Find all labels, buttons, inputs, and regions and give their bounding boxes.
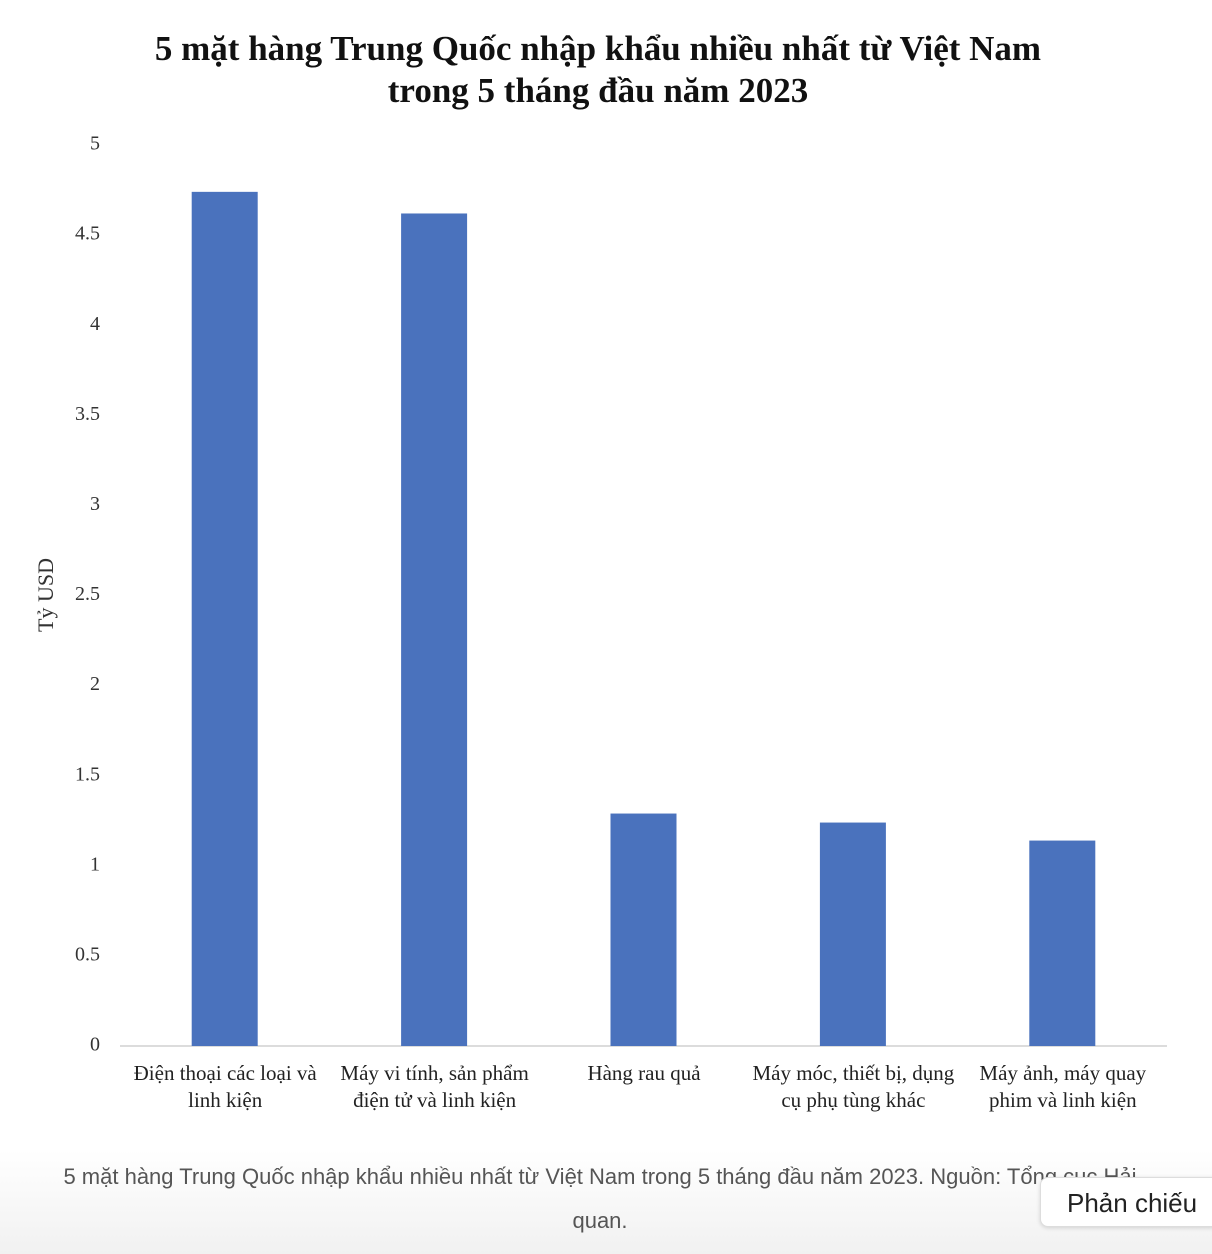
y-tick-label: 3.5: [75, 403, 100, 425]
x-tick-label: Hàng rau quả: [587, 1061, 701, 1085]
y-tick-label: 0: [90, 1034, 100, 1056]
x-tick-label: Máy ảnh, máy quay phim và linh kiện: [979, 1061, 1147, 1112]
y-tick-label: 2.5: [75, 583, 100, 605]
bar: [191, 191, 258, 1047]
y-axis-label: Tỷ USD: [33, 558, 58, 632]
y-tick-label: 2: [90, 673, 100, 695]
chart-title: 5 mặt hàng Trung Quốc nhập khẩu nhiều nh…: [154, 29, 1042, 110]
y-tick-label: 3: [90, 493, 100, 515]
y-tick-label: 1: [90, 853, 100, 875]
x-tick-label: Máy móc, thiết bị, dụng cụ phụ tùng khác: [752, 1061, 955, 1112]
caption: 5 mặt hàng Trung Quốc nhập khẩu nhiều nh…: [63, 1164, 1137, 1233]
caption-area: [0, 1150, 1212, 1254]
y-tick-label: 0.5: [75, 943, 100, 965]
chart: Tỷ USD 0 0.5 1 1.5 2 2.5 3 3.5 4 4.5 5: [33, 133, 1167, 1056]
bar: [610, 813, 677, 1046]
bar: [401, 213, 468, 1046]
x-tick-label: Điện thoại các loại và linh kiện: [133, 1061, 317, 1112]
y-tick-label: 1.5: [75, 763, 100, 785]
y-tick-label: 4.5: [75, 223, 100, 245]
tooltip[interactable]: Phản chiếu: [1040, 1177, 1212, 1227]
x-tick-label: Máy vi tính, sản phẩm điện tử và linh ki…: [340, 1061, 529, 1112]
y-tick-label: 4: [90, 313, 100, 335]
y-tick-label: 5: [90, 133, 100, 155]
bar: [1029, 840, 1096, 1046]
bar: [819, 822, 886, 1046]
